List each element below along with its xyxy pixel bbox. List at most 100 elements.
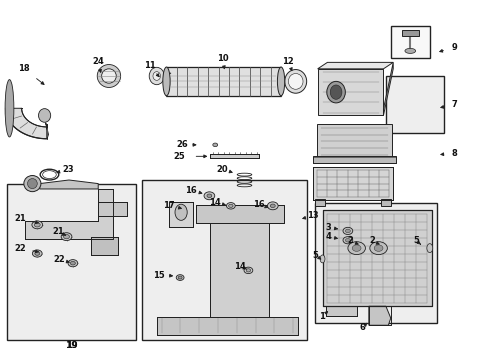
Polygon shape bbox=[210, 209, 268, 317]
Ellipse shape bbox=[178, 276, 182, 279]
Text: 18: 18 bbox=[18, 64, 30, 73]
Polygon shape bbox=[25, 189, 113, 239]
Text: 10: 10 bbox=[216, 54, 228, 63]
Text: 22: 22 bbox=[14, 244, 26, 253]
Text: 5: 5 bbox=[312, 251, 318, 260]
Text: 22: 22 bbox=[53, 255, 65, 264]
Text: 15: 15 bbox=[153, 270, 165, 279]
Polygon shape bbox=[312, 156, 395, 163]
Ellipse shape bbox=[102, 69, 116, 83]
Text: 21: 21 bbox=[52, 228, 64, 237]
Polygon shape bbox=[383, 62, 392, 116]
Ellipse shape bbox=[212, 143, 217, 147]
Text: 19: 19 bbox=[65, 341, 78, 350]
Ellipse shape bbox=[97, 64, 121, 87]
Ellipse shape bbox=[326, 81, 345, 103]
Polygon shape bbox=[168, 202, 193, 226]
Polygon shape bbox=[91, 237, 118, 255]
Text: 20: 20 bbox=[216, 165, 228, 174]
Ellipse shape bbox=[24, 176, 41, 192]
Ellipse shape bbox=[329, 85, 341, 99]
Text: 14: 14 bbox=[233, 262, 245, 271]
Ellipse shape bbox=[32, 221, 42, 229]
Ellipse shape bbox=[373, 245, 382, 251]
Polygon shape bbox=[210, 154, 259, 158]
Ellipse shape bbox=[61, 233, 72, 240]
Bar bbox=[390, 26, 429, 58]
Ellipse shape bbox=[70, 261, 75, 265]
Polygon shape bbox=[401, 30, 418, 36]
Ellipse shape bbox=[369, 242, 386, 255]
Text: 26: 26 bbox=[176, 140, 187, 149]
Ellipse shape bbox=[244, 267, 252, 274]
Ellipse shape bbox=[5, 80, 14, 137]
Ellipse shape bbox=[284, 69, 306, 93]
Polygon shape bbox=[368, 306, 390, 325]
Ellipse shape bbox=[426, 244, 432, 253]
Ellipse shape bbox=[176, 275, 183, 280]
Polygon shape bbox=[380, 199, 390, 206]
Ellipse shape bbox=[35, 252, 40, 255]
Polygon shape bbox=[317, 62, 392, 69]
Ellipse shape bbox=[175, 204, 187, 220]
Polygon shape bbox=[312, 167, 392, 200]
Polygon shape bbox=[322, 211, 431, 306]
Text: 17: 17 bbox=[163, 201, 174, 210]
Ellipse shape bbox=[39, 109, 51, 122]
Ellipse shape bbox=[27, 179, 37, 189]
Polygon shape bbox=[5, 108, 47, 139]
Polygon shape bbox=[326, 306, 356, 316]
Ellipse shape bbox=[206, 194, 211, 198]
Bar bbox=[6, 184, 136, 339]
Text: 6: 6 bbox=[359, 323, 365, 332]
Ellipse shape bbox=[347, 242, 365, 255]
Bar bbox=[385, 76, 444, 134]
Bar bbox=[142, 180, 306, 339]
Ellipse shape bbox=[34, 223, 40, 227]
Text: 13: 13 bbox=[306, 211, 318, 220]
Ellipse shape bbox=[345, 229, 349, 233]
Ellipse shape bbox=[277, 67, 284, 96]
Ellipse shape bbox=[226, 203, 235, 209]
Polygon shape bbox=[40, 180, 98, 189]
Polygon shape bbox=[45, 123, 48, 139]
Ellipse shape bbox=[342, 227, 352, 234]
Text: 9: 9 bbox=[450, 43, 456, 52]
Ellipse shape bbox=[345, 238, 349, 242]
Polygon shape bbox=[317, 69, 383, 116]
Bar bbox=[315, 203, 436, 323]
Text: 16: 16 bbox=[253, 200, 264, 209]
Text: 11: 11 bbox=[143, 61, 155, 70]
Polygon shape bbox=[195, 205, 283, 223]
Ellipse shape bbox=[245, 269, 250, 272]
Text: 2: 2 bbox=[368, 237, 374, 246]
Text: 5: 5 bbox=[412, 237, 418, 246]
Ellipse shape bbox=[149, 67, 164, 85]
Polygon shape bbox=[98, 202, 127, 216]
Text: 24: 24 bbox=[92, 57, 104, 66]
Polygon shape bbox=[316, 125, 391, 158]
Text: 2: 2 bbox=[347, 237, 353, 246]
Ellipse shape bbox=[267, 202, 278, 210]
Text: 4: 4 bbox=[325, 232, 331, 241]
Text: 16: 16 bbox=[184, 185, 196, 194]
Ellipse shape bbox=[203, 192, 214, 200]
Ellipse shape bbox=[32, 250, 42, 257]
Text: 25: 25 bbox=[173, 152, 185, 161]
Ellipse shape bbox=[68, 260, 78, 267]
Ellipse shape bbox=[163, 67, 170, 96]
Text: 19: 19 bbox=[65, 341, 77, 350]
Ellipse shape bbox=[288, 73, 303, 89]
Polygon shape bbox=[157, 317, 298, 335]
Text: 1: 1 bbox=[318, 312, 324, 321]
Text: 14: 14 bbox=[209, 198, 221, 207]
Ellipse shape bbox=[228, 204, 233, 207]
Text: 7: 7 bbox=[450, 100, 456, 109]
Ellipse shape bbox=[320, 255, 325, 263]
Ellipse shape bbox=[153, 72, 160, 80]
Text: 3: 3 bbox=[325, 223, 330, 232]
Ellipse shape bbox=[342, 237, 352, 244]
Ellipse shape bbox=[270, 204, 275, 208]
Polygon shape bbox=[315, 199, 325, 206]
Text: 23: 23 bbox=[62, 165, 74, 174]
